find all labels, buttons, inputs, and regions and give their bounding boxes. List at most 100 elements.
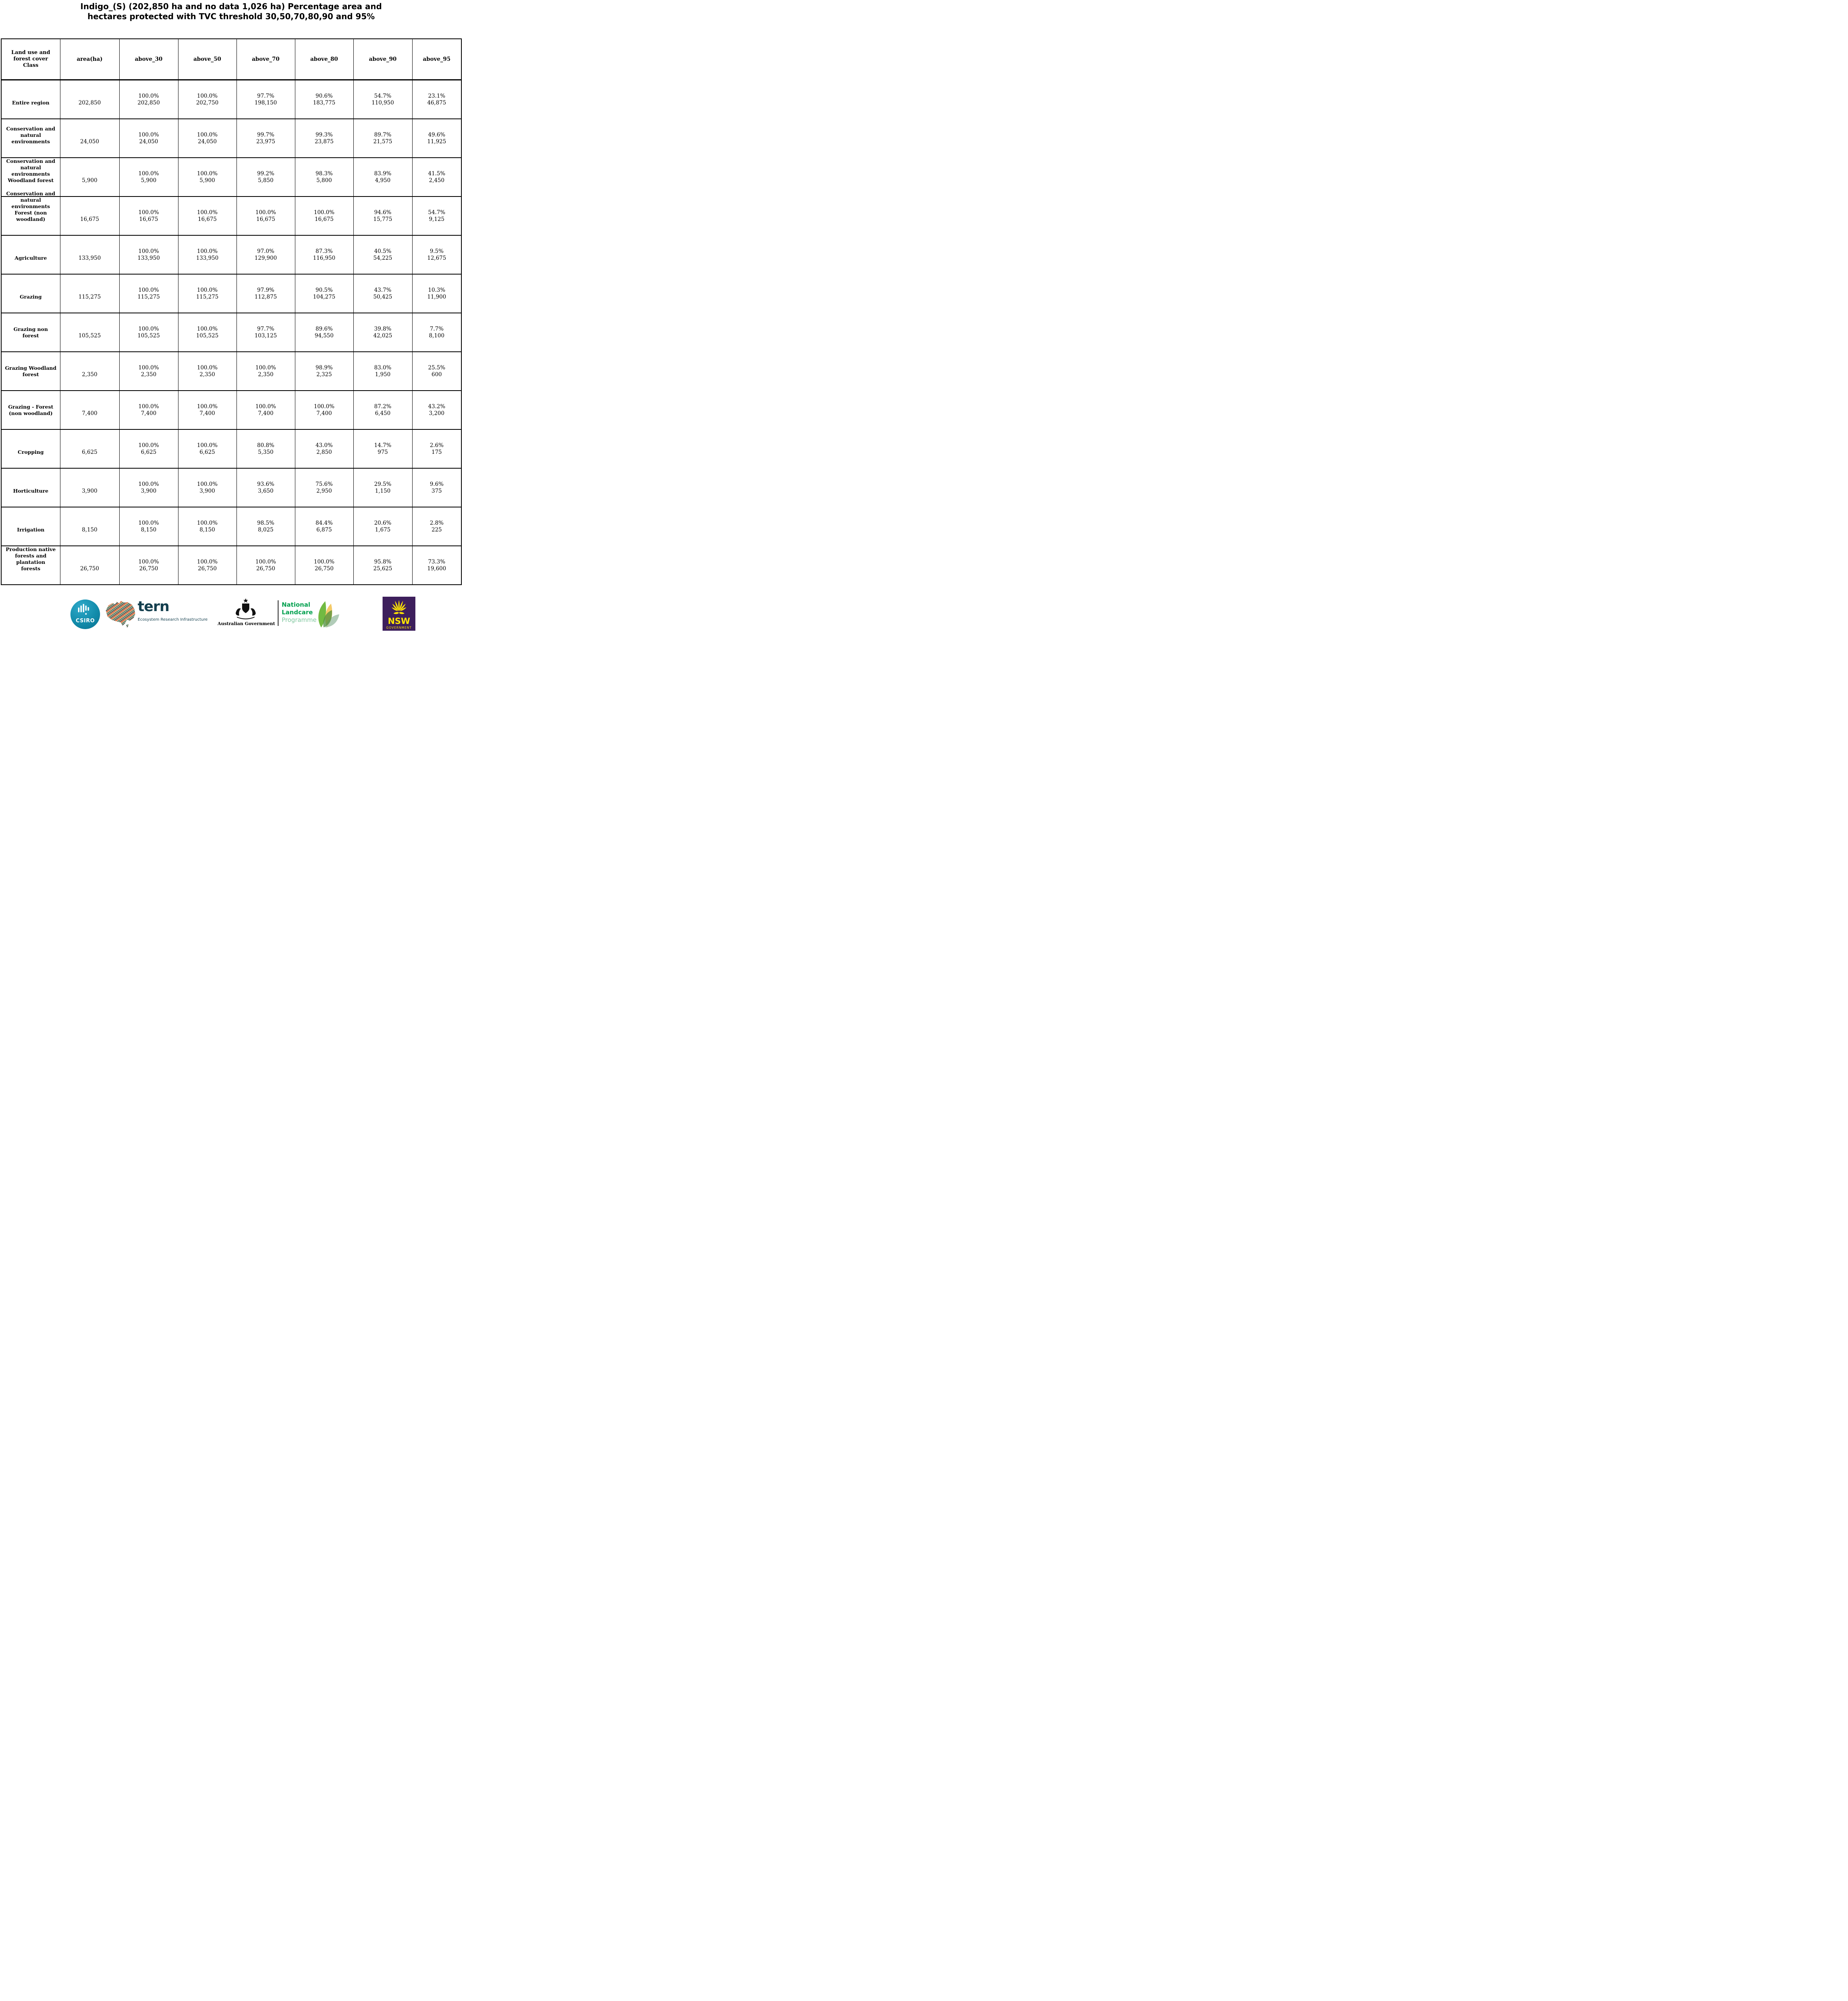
percent-value: 100.0% bbox=[138, 481, 159, 487]
percent-value: 100.0% bbox=[138, 248, 159, 255]
percent-value: 100.0% bbox=[138, 558, 159, 565]
percent-value: 100.0% bbox=[138, 131, 159, 138]
percent-value: 100.0% bbox=[255, 209, 276, 216]
hectares-value: 202,750 bbox=[196, 99, 218, 106]
percent-value: 49.6% bbox=[428, 131, 445, 138]
row-label-cell: Production native forests and plantation… bbox=[1, 545, 60, 585]
column-header-above-90: above_90 bbox=[353, 38, 413, 80]
hectares-value: 1,950 bbox=[375, 371, 391, 378]
column-header-above-95: above_95 bbox=[412, 38, 462, 80]
value-cell: 99.2% 5,850 bbox=[236, 157, 295, 197]
hectares-value: 8,150 bbox=[199, 526, 215, 533]
value-cell: 39.8% 42,025 bbox=[353, 313, 413, 352]
nsw-label: NSW bbox=[388, 616, 410, 626]
hectares-value: 16,675 bbox=[315, 216, 334, 223]
percent-value: 100.0% bbox=[138, 403, 159, 410]
hectares-value: 7,400 bbox=[141, 410, 156, 417]
value-cell: 100.0% 16,675 bbox=[178, 196, 237, 236]
percent-value: 2.6% bbox=[430, 442, 444, 449]
hectares-value: 7,400 bbox=[316, 410, 332, 417]
landcare-line-landcare: Landcare bbox=[282, 609, 313, 616]
percent-value: 94.6% bbox=[374, 209, 391, 216]
percent-value: 100.0% bbox=[138, 209, 159, 216]
value-cell: 93.6% 3,650 bbox=[236, 468, 295, 507]
hectares-value: 2,325 bbox=[316, 371, 332, 378]
area-cell: 7,400 bbox=[60, 390, 120, 430]
hectares-value: 26,750 bbox=[315, 565, 334, 572]
percent-value: 23.1% bbox=[428, 92, 445, 99]
area-value: 133,950 bbox=[78, 255, 101, 261]
percent-value: 43.7% bbox=[374, 287, 391, 293]
percent-value: 25.5% bbox=[428, 364, 445, 371]
percent-value: 43.0% bbox=[315, 442, 333, 449]
value-cell: 9.5% 12,675 bbox=[412, 235, 462, 275]
row-label-cell: Agriculture bbox=[1, 235, 60, 275]
value-cell: 100.0% 133,950 bbox=[178, 235, 237, 275]
percent-value: 97.7% bbox=[257, 325, 275, 332]
percent-value: 97.7% bbox=[257, 92, 275, 99]
row-label: Grazing non forest bbox=[13, 326, 48, 339]
value-cell: 2.8% 225 bbox=[412, 507, 462, 546]
area-value: 26,750 bbox=[80, 565, 99, 572]
value-cell: 9.6% 375 bbox=[412, 468, 462, 507]
percent-value: 99.2% bbox=[257, 170, 275, 177]
australia-map-icon bbox=[102, 599, 136, 628]
table-row: Grazing Woodland forest 2,350 100.0% 2,35… bbox=[1, 351, 462, 391]
value-cell: 20.6% 1,675 bbox=[353, 507, 413, 546]
value-cell: 10.3% 11,900 bbox=[412, 274, 462, 313]
hectares-value: 11,900 bbox=[427, 293, 446, 300]
column-header-area: area(ha) bbox=[60, 38, 120, 80]
percent-value: 100.0% bbox=[138, 92, 159, 99]
area-cell: 2,350 bbox=[60, 351, 120, 391]
row-label-cell: Grazing non forest bbox=[1, 313, 60, 352]
csiro-icon bbox=[70, 604, 100, 617]
percent-value: 100.0% bbox=[138, 170, 159, 177]
row-label: Grazing bbox=[20, 293, 42, 300]
hectares-value: 133,950 bbox=[137, 255, 160, 261]
value-cell: 97.0% 129,900 bbox=[236, 235, 295, 275]
australian-government-label: Australian Government bbox=[217, 621, 275, 626]
hectares-value: 26,750 bbox=[198, 565, 217, 572]
value-cell: 99.7% 23,975 bbox=[236, 118, 295, 158]
value-cell: 83.9% 4,950 bbox=[353, 157, 413, 197]
table-row: Irrigation 8,150 100.0% 8,150 100.0% 8,150… bbox=[1, 507, 462, 546]
value-cell: 98.3% 5,800 bbox=[295, 157, 354, 197]
percent-value: 41.5% bbox=[428, 170, 445, 177]
value-cell: 54.7% 110,950 bbox=[353, 79, 413, 119]
percent-value: 100.0% bbox=[197, 287, 218, 293]
value-cell: 90.6% 183,775 bbox=[295, 79, 354, 119]
value-cell: 100.0% 115,275 bbox=[178, 274, 237, 313]
hectares-value: 50,425 bbox=[373, 293, 393, 300]
percent-value: 100.0% bbox=[314, 558, 335, 565]
value-cell: 89.7% 21,575 bbox=[353, 118, 413, 158]
data-table: Land use and forest cover Class area(ha)… bbox=[1, 38, 462, 585]
percent-value: 73.3% bbox=[428, 558, 445, 565]
value-cell: 97.7% 103,125 bbox=[236, 313, 295, 352]
value-cell: 100.0% 26,750 bbox=[236, 545, 295, 585]
hectares-value: 5,350 bbox=[258, 449, 274, 455]
row-label: Horticulture bbox=[13, 487, 48, 494]
hectares-value: 2,950 bbox=[316, 487, 332, 494]
value-cell: 84.4% 6,875 bbox=[295, 507, 354, 546]
percent-value: 40.5% bbox=[374, 248, 391, 255]
hectares-value: 26,750 bbox=[256, 565, 275, 572]
percent-value: 100.0% bbox=[197, 209, 218, 216]
value-cell: 100.0% 5,900 bbox=[178, 157, 237, 197]
value-cell: 100.0% 16,675 bbox=[295, 196, 354, 236]
hectares-value: 6,625 bbox=[199, 449, 215, 455]
page-title: Indigo_(S) (202,850 ha and no data 1,026… bbox=[80, 2, 382, 21]
percent-value: 100.0% bbox=[197, 442, 218, 449]
hectares-value: 2,450 bbox=[429, 177, 445, 184]
value-cell: 43.7% 50,425 bbox=[353, 274, 413, 313]
percent-value: 100.0% bbox=[197, 364, 218, 371]
hectares-value: 42,025 bbox=[373, 332, 393, 339]
value-cell: 100.0% 16,675 bbox=[119, 196, 178, 236]
value-cell: 100.0% 8,150 bbox=[178, 507, 237, 546]
row-label-cell: Cropping bbox=[1, 429, 60, 469]
hectares-value: 15,775 bbox=[373, 216, 393, 223]
area-value: 8,150 bbox=[82, 526, 98, 533]
value-cell: 100.0% 7,400 bbox=[295, 390, 354, 430]
hectares-value: 3,650 bbox=[258, 487, 274, 494]
value-cell: 100.0% 26,750 bbox=[178, 545, 237, 585]
value-cell: 100.0% 8,150 bbox=[119, 507, 178, 546]
